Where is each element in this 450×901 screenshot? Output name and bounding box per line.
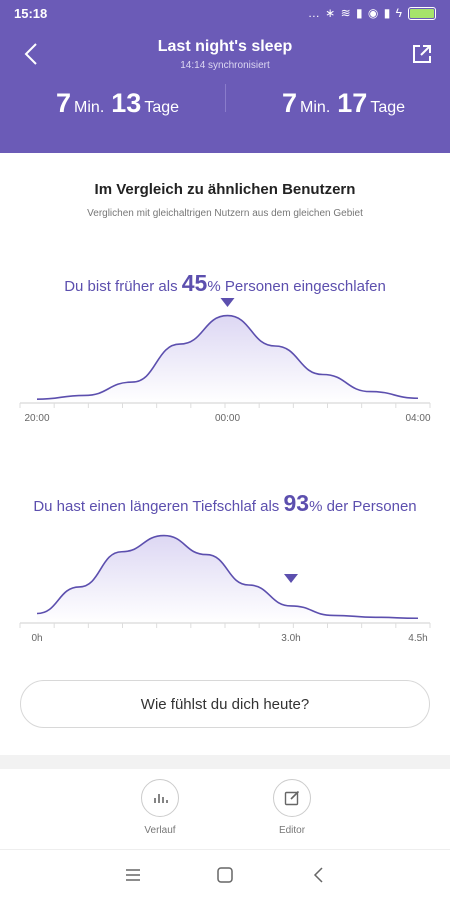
edit-icon	[273, 779, 311, 817]
status-icons-text: … ∗ ≋ ▮ ◉ ▮ ϟ	[307, 6, 403, 20]
header-bar: 15:18 … ∗ ≋ ▮ ◉ ▮ ϟ Last night's sleep 1…	[0, 0, 450, 153]
stat2-value: 93	[283, 490, 310, 516]
comparison-title: Im Vergleich zu ähnlichen Benutzern	[94, 181, 356, 198]
chart-area-fill	[37, 535, 418, 623]
stat2-suffix: % der Personen	[309, 498, 417, 515]
sync-status: 14:14 synchronisiert	[180, 60, 270, 71]
chart-area-fill	[37, 315, 418, 403]
chart-tick-label: 4.5h	[408, 633, 427, 644]
system-nav-bar	[0, 849, 450, 901]
chart-tick-label: 00:00	[215, 413, 240, 424]
duration-right-min-unit: Min.	[300, 99, 331, 116]
nav-editor[interactable]: Editor	[262, 779, 322, 836]
stat1-prefix: Du bist früher als	[64, 278, 178, 295]
page-title: Last night's sleep	[157, 38, 293, 55]
back-icon[interactable]	[307, 864, 331, 886]
deep-sleep-chart: 0h 3.0h 4.5h	[19, 534, 431, 644]
nav-history-label: Verlauf	[144, 825, 176, 836]
status-time: 15:18	[14, 6, 48, 21]
nav-history[interactable]: Verlauf	[130, 779, 190, 836]
stat1-value: 45	[181, 270, 208, 296]
chart-tick-label: 3.0h	[281, 633, 300, 644]
duration-left: 7 Min. 13 Tage	[56, 88, 183, 119]
duration-right-min: 7	[282, 88, 298, 118]
duration-left-min: 7	[56, 88, 72, 118]
battery-icon	[408, 6, 436, 20]
back-arrow-icon[interactable]	[20, 40, 44, 68]
how-do-you-feel-button[interactable]: Wie fühlst du dich heute?	[20, 680, 430, 728]
header-divider	[225, 84, 226, 112]
chart-tick-label: 0h	[31, 633, 42, 644]
duration-right-days-unit: Tage	[370, 99, 406, 116]
duration-left-days-unit: Tage	[144, 99, 180, 116]
sleep-onset-statement: Du bist früher als 45% Personen eingesch…	[0, 270, 450, 297]
duration-right: 7 Min. 17 Tage	[282, 88, 409, 119]
share-icon[interactable]	[410, 42, 434, 66]
sleep-onset-chart: 20:00 00:00 04:00	[19, 298, 431, 424]
menu-icon[interactable]	[121, 864, 145, 886]
home-icon[interactable]	[213, 864, 237, 886]
history-icon	[141, 779, 179, 817]
status-icons: … ∗ ≋ ▮ ◉ ▮ ϟ	[308, 6, 436, 20]
duration-left-days: 13	[111, 88, 142, 118]
stat2-prefix: Du hast einen längeren Tiefschlaf als	[33, 498, 280, 515]
comparison-subtitle: Verglichen mit gleichaltrigen Nutzern au…	[87, 208, 363, 219]
chart-tick-label: 20:00	[24, 413, 49, 424]
nav-editor-label: Editor	[278, 825, 306, 836]
chart-marker	[284, 574, 298, 583]
chart-marker	[220, 298, 235, 307]
stat1-suffix: % Personen eingeschlafen	[207, 278, 386, 295]
bottom-nav: Verlauf Editor	[0, 769, 450, 849]
chart-curve	[36, 534, 419, 620]
deep-sleep-statement: Du hast einen längeren Tiefschlaf als 93…	[0, 490, 450, 517]
duration-left-min-unit: Min.	[74, 99, 105, 116]
duration-right-days: 17	[337, 88, 368, 118]
section-separator	[0, 755, 450, 769]
chart-tick-label: 04:00	[405, 413, 430, 424]
status-bar: 15:18 … ∗ ≋ ▮ ◉ ▮ ϟ	[0, 0, 450, 30]
chart-curve	[36, 314, 419, 400]
